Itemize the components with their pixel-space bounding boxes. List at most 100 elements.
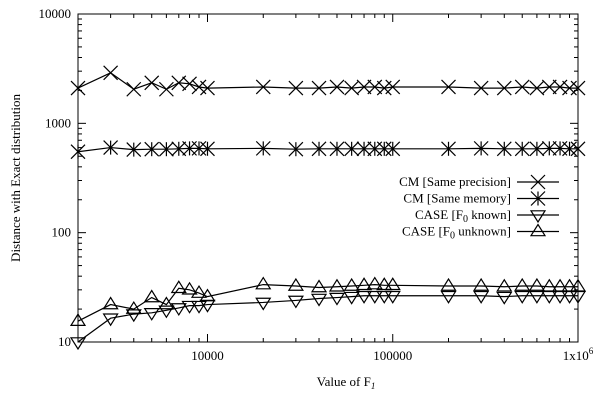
legend-label-sub: 0: [463, 214, 468, 225]
data-point: [287, 277, 304, 291]
data-point: [514, 290, 531, 304]
marker-stroke: [562, 80, 577, 96]
marker-stroke: [329, 79, 345, 95]
data-point: [355, 277, 373, 291]
marker-stroke: [541, 79, 557, 95]
series-4: [69, 276, 587, 326]
series-line: [77, 283, 578, 322]
marker-stroke: [367, 79, 383, 95]
legend-label: CASE [F0 unknown]: [402, 224, 511, 242]
data-point: [311, 80, 327, 96]
marker-stroke: [70, 80, 86, 96]
data-point: [569, 278, 587, 292]
legend-label-suffix: known]: [468, 207, 511, 222]
x-tick-label-sup: 6: [589, 346, 594, 356]
marker-stroke: [473, 80, 489, 96]
data-point: [367, 79, 383, 95]
data-point: [496, 141, 512, 157]
data-point: [158, 141, 174, 157]
marker-stroke: [255, 79, 271, 95]
data-point: [310, 279, 328, 293]
data-point: [496, 278, 513, 292]
data-point: [200, 141, 215, 157]
x-axis-title-sub: 1: [371, 381, 376, 391]
data-point: [441, 79, 456, 95]
data-point: [473, 80, 489, 96]
data-point: [190, 300, 208, 314]
data-point: [255, 297, 272, 311]
x-axis-title: Value of F1: [317, 374, 376, 391]
data-point: [376, 277, 393, 291]
marker-stroke: [385, 79, 401, 95]
marker-stroke: [126, 81, 142, 97]
legend-entry: CASE [F0 known]: [415, 207, 559, 225]
marker-stroke: [311, 80, 327, 96]
data-point: [384, 277, 401, 291]
data-point: [355, 290, 373, 304]
legend-label-text: CASE [F: [415, 207, 463, 222]
marker-stroke: [103, 65, 119, 81]
data-point: [529, 210, 547, 224]
data-point: [343, 291, 360, 305]
legend-label: CASE [F0 known]: [415, 207, 511, 225]
legend: CM [Same precision]CM [Same memory]CASE …: [399, 174, 559, 242]
data-point: [551, 278, 569, 292]
data-point: [69, 337, 87, 351]
data-point: [529, 223, 547, 237]
x-tick-label-text: 10000: [191, 348, 224, 363]
data-point: [288, 80, 304, 96]
data-point: [70, 144, 86, 160]
data-point: [181, 281, 198, 295]
series-1: [70, 65, 586, 97]
data-point: [181, 300, 198, 314]
data-point: [102, 296, 119, 310]
data-point: [570, 80, 586, 96]
data-point: [144, 141, 160, 157]
x-tick-label: 10000: [191, 348, 224, 363]
data-point: [255, 140, 271, 156]
data-point: [528, 277, 545, 291]
data-point: [552, 79, 568, 95]
x-tick-label: 100000: [373, 348, 412, 363]
marker-stroke: [344, 80, 360, 96]
data-point: [384, 290, 401, 304]
data-point: [200, 80, 215, 96]
legend-label-sub: 0: [450, 231, 455, 242]
plot-border: [77, 13, 579, 343]
y-tick-label: 10: [58, 334, 71, 349]
data-point: [170, 280, 187, 294]
data-point: [562, 141, 577, 157]
plot-frame: [77, 13, 579, 343]
data-point: [440, 277, 457, 291]
data-point: [190, 284, 208, 298]
data-point: [376, 290, 393, 304]
data-point: [70, 80, 86, 96]
data-point: [329, 79, 345, 95]
legend-entry: CM [Same precision]: [399, 174, 559, 190]
marker-stroke: [288, 80, 304, 96]
data-point: [528, 290, 545, 304]
y-tick-label: 1000: [45, 115, 71, 130]
marker-stroke: [356, 79, 372, 95]
series-2: [70, 140, 586, 160]
marker-stroke: [496, 80, 512, 96]
data-point: [199, 288, 216, 302]
x-tick-label: 1x106: [563, 346, 594, 363]
data-point: [441, 141, 456, 157]
data-point: [287, 295, 304, 309]
data-point: [125, 309, 142, 323]
data-point: [473, 140, 489, 156]
legend-entry: CM [Same memory]: [403, 191, 559, 206]
y-tick-label: 10000: [39, 6, 72, 21]
data-point: [158, 81, 174, 97]
data-point: [170, 303, 187, 317]
marker-stroke: [530, 174, 546, 190]
x-axis: 10000 100000 1x106: [77, 14, 594, 363]
data-point: [125, 300, 142, 314]
data-point: [143, 289, 160, 303]
series-3: [69, 290, 587, 351]
marker-stroke: [158, 81, 174, 97]
data-point: [144, 75, 160, 91]
data-point: [385, 141, 401, 157]
